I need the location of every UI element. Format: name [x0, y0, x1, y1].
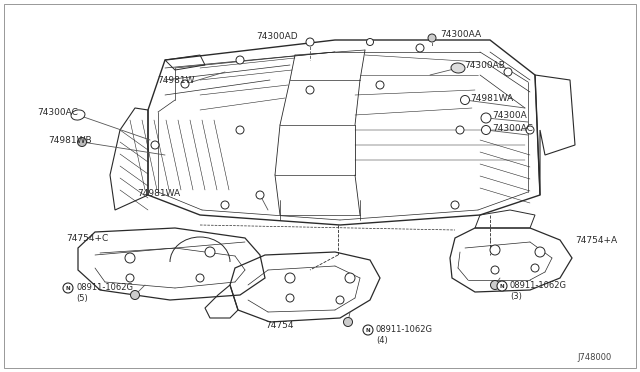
Circle shape: [336, 296, 344, 304]
Text: 08911-1062G: 08911-1062G: [76, 283, 133, 292]
Circle shape: [63, 283, 73, 293]
Text: 08911-1062G: 08911-1062G: [510, 282, 567, 291]
Circle shape: [497, 281, 507, 291]
Circle shape: [504, 68, 512, 76]
Text: 74981WB: 74981WB: [48, 135, 92, 144]
Circle shape: [221, 201, 229, 209]
Circle shape: [416, 44, 424, 52]
Circle shape: [345, 273, 355, 283]
Circle shape: [481, 113, 491, 123]
Text: 08911-1062G: 08911-1062G: [376, 326, 433, 334]
Circle shape: [236, 126, 244, 134]
Text: 74300AA: 74300AA: [440, 29, 481, 38]
Text: N: N: [365, 327, 371, 333]
Circle shape: [451, 201, 459, 209]
Circle shape: [344, 317, 353, 327]
Circle shape: [376, 81, 384, 89]
Text: N: N: [66, 285, 70, 291]
Text: 74300AC: 74300AC: [37, 108, 78, 116]
Circle shape: [490, 245, 500, 255]
Circle shape: [205, 247, 215, 257]
Text: 74300AC: 74300AC: [492, 124, 533, 132]
Text: 74981WA: 74981WA: [470, 93, 513, 103]
Text: 74300AB: 74300AB: [464, 61, 505, 70]
Circle shape: [526, 126, 534, 134]
Text: 74300AD: 74300AD: [257, 32, 298, 41]
Circle shape: [306, 38, 314, 46]
Circle shape: [481, 125, 490, 135]
Circle shape: [286, 294, 294, 302]
Text: (3): (3): [510, 292, 522, 301]
Circle shape: [531, 264, 539, 272]
Text: 74754: 74754: [265, 321, 294, 330]
Text: 74300A: 74300A: [492, 110, 527, 119]
Text: 74981W: 74981W: [157, 76, 195, 84]
Text: N: N: [500, 283, 504, 289]
Circle shape: [535, 247, 545, 257]
Circle shape: [456, 126, 464, 134]
Circle shape: [236, 56, 244, 64]
Circle shape: [151, 141, 159, 149]
Circle shape: [490, 280, 499, 289]
Text: J748000: J748000: [578, 353, 612, 362]
Circle shape: [285, 273, 295, 283]
Circle shape: [181, 80, 189, 88]
Circle shape: [428, 34, 436, 42]
Text: (5): (5): [76, 294, 88, 302]
Circle shape: [256, 191, 264, 199]
Text: 74754+A: 74754+A: [575, 235, 617, 244]
Circle shape: [196, 274, 204, 282]
Text: (4): (4): [376, 336, 388, 344]
Text: 74754+C: 74754+C: [66, 234, 108, 243]
Text: 74981WA: 74981WA: [137, 189, 180, 198]
Ellipse shape: [451, 63, 465, 73]
Circle shape: [363, 325, 373, 335]
Circle shape: [125, 253, 135, 263]
Circle shape: [461, 96, 470, 105]
Circle shape: [367, 38, 374, 45]
Circle shape: [77, 138, 86, 147]
Ellipse shape: [71, 110, 85, 120]
Circle shape: [131, 291, 140, 299]
Circle shape: [306, 86, 314, 94]
Circle shape: [491, 266, 499, 274]
Circle shape: [126, 274, 134, 282]
